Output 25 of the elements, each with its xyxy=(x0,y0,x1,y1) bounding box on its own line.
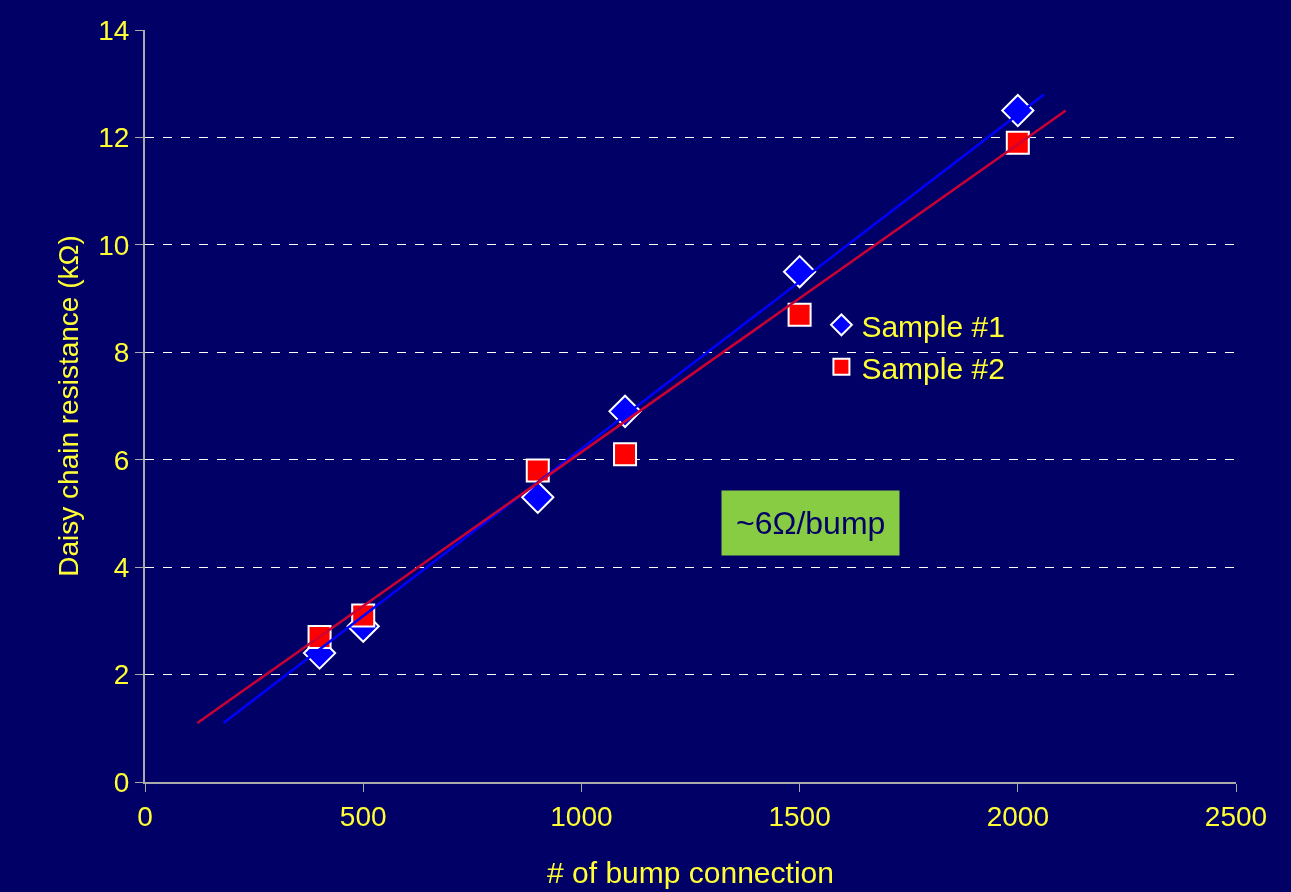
y-tick-label: 6 xyxy=(113,444,130,476)
y-tick-label: 0 xyxy=(113,766,130,798)
y-tick-label: 2 xyxy=(113,659,130,691)
x-tick-label: 1000 xyxy=(550,800,613,832)
point xyxy=(613,442,638,467)
x-tick-label: 1500 xyxy=(768,800,831,832)
point xyxy=(787,302,812,327)
y-tick-label: 14 xyxy=(98,14,130,46)
x-axis-title: # of bump connection xyxy=(547,856,834,889)
legend-label: Sample #1 xyxy=(861,309,1005,343)
x-tick-label: 2000 xyxy=(986,800,1049,832)
legend-label: Sample #2 xyxy=(861,351,1005,385)
y-tick-label: 12 xyxy=(98,122,130,154)
x-tick-label: 2500 xyxy=(1204,800,1268,832)
annotation: ~6Ω/bump xyxy=(736,505,886,541)
point xyxy=(783,255,817,289)
y-tick-label: 10 xyxy=(98,229,130,261)
point xyxy=(525,458,550,483)
y-axis-title: Daisy chain resistance (kΩ) xyxy=(53,235,84,577)
x-tick-label: 500 xyxy=(339,800,387,832)
x-tick-label: 0 xyxy=(137,800,153,832)
point xyxy=(1001,93,1035,128)
y-tick-label: 4 xyxy=(113,551,130,583)
point xyxy=(521,480,555,514)
y-tick-label: 8 xyxy=(113,337,130,369)
